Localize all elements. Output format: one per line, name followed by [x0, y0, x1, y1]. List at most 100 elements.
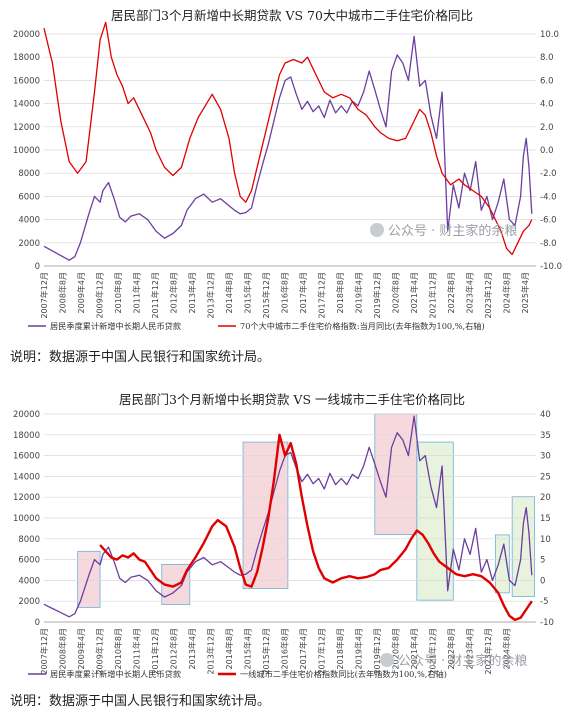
x-tick-label: 2012年8月 — [168, 272, 178, 313]
y-left-tick-label: 0 — [35, 618, 40, 628]
x-tick-label: 2015年4月 — [242, 272, 252, 313]
y-right-tick-label: 40 — [540, 410, 551, 420]
x-tick-label: 2021年12月 — [427, 628, 437, 675]
x-tick-label: 2007年12月 — [39, 628, 49, 675]
x-tick-label: 2016年8月 — [279, 272, 289, 313]
x-tick-label: 2011年12月 — [150, 272, 160, 319]
y-left-tick-label: 20000 — [13, 410, 40, 420]
chart-1-svg: 居民部门3个月新增中长期贷款 VS 70大中城市二手住宅价格同比 0 2000 400… — [13, 8, 562, 331]
legend-label-loan: 居民季度累计新增中长期人民币贷款 — [50, 669, 181, 679]
x-tick-label: 2018年8月 — [335, 628, 345, 669]
x-tick-label: 2023年4月 — [464, 272, 474, 313]
y-right-tick-label: -5 — [540, 597, 548, 607]
wechat-icon — [380, 653, 394, 667]
x-tick-label: 2025年4月 — [520, 272, 530, 313]
y-right-tick-label: -8.0 — [540, 239, 557, 249]
y-right-tick-label: 6.0 — [540, 76, 554, 86]
x-tick-label: 2022年8月 — [446, 628, 456, 669]
x-tick-label: 2014年8月 — [224, 628, 234, 669]
y-left-tick-label: 8000 — [18, 535, 40, 545]
x-tick-label: 2019年4月 — [353, 272, 363, 313]
y-right-tick-label: 10.0 — [540, 30, 559, 40]
y-right-tick-label: 5 — [540, 556, 545, 566]
x-tick-label: 2021年4月 — [409, 628, 419, 669]
y-right-tick-label: -10 — [540, 618, 554, 628]
x-tick-label: 2009年4月 — [76, 272, 86, 313]
x-tick-label: 2019年12月 — [372, 628, 382, 675]
x-tick-label: 2023年12月 — [483, 272, 493, 319]
source-note-2: 说明：数据源于中国人民银行和国家统计局。 — [10, 694, 271, 709]
x-tick-label: 2017年12月 — [316, 628, 326, 675]
x-tick-label: 2024年8月 — [501, 272, 511, 313]
x-tick-label: 2015年12月 — [261, 628, 271, 675]
x-tick-label: 2024年8月 — [501, 628, 511, 669]
highlight-span — [242, 441, 289, 589]
x-tick-label: 2010年8月 — [113, 628, 123, 669]
y-left-tick-label: 18000 — [13, 53, 40, 63]
y-left-tick-label: 16000 — [13, 76, 40, 86]
x-tick-label: 2015年12月 — [261, 272, 271, 319]
y-left-tick-label: 2000 — [18, 597, 40, 607]
x-tick-label: 2016年8月 — [279, 628, 289, 669]
y-right-tick-label: 4.0 — [540, 100, 554, 110]
y-right-tick-label: 20 — [540, 493, 551, 503]
y-left-tick-label: 6000 — [18, 556, 40, 566]
x-tick-label: 2007年12月 — [39, 272, 49, 319]
y-left-tick-label: 6000 — [18, 192, 40, 202]
y-right-tick-label: 15 — [540, 514, 551, 524]
x-tick-label: 2014年8月 — [224, 272, 234, 313]
x-tick-label: 2008年8月 — [57, 272, 67, 313]
loan-series-line — [43, 415, 533, 618]
x-tick-label: 2023年4月 — [464, 628, 474, 669]
y-right-tick-label: -4.0 — [540, 192, 557, 202]
y-right-tick-label: 25 — [540, 472, 551, 482]
chart-title: 居民部门3个月新增中长期贷款 VS 70大中城市二手住宅价格同比 — [111, 8, 473, 23]
y-right-tick-label: 30 — [540, 452, 551, 462]
chart-2: 居民部门3个月新增中长期贷款 VS 一线城市二手住宅价格同比 0 2000 4000 6… — [0, 388, 584, 688]
y-left-tick-label: 10000 — [13, 514, 40, 524]
highlight-span — [416, 441, 454, 601]
loan-series-line — [43, 35, 533, 261]
legend-label-loan: 居民季度累计新增中长期人民币贷款 — [50, 321, 181, 331]
chart-1: 居民部门3个月新增中长期贷款 VS 70大中城市二手住宅价格同比 0 2000 400… — [0, 0, 584, 340]
y-left-tick-label: 10000 — [13, 146, 40, 156]
watermark-text-1: 公众号 · 财主家的余粮 — [388, 224, 518, 239]
price-series-line — [99, 433, 533, 622]
y-left-tick-label: 18000 — [13, 431, 40, 441]
x-tick-label: 2013年12月 — [205, 628, 215, 675]
x-tick-label: 2008年8月 — [57, 628, 67, 669]
x-tick-label: 2018年8月 — [335, 272, 345, 313]
y-left-tick-label: 12000 — [13, 493, 40, 503]
x-tick-label: 2023年12月 — [483, 628, 493, 675]
y-left-tick-label: 0 — [35, 262, 40, 272]
highlight-span — [494, 534, 510, 594]
x-tick-label: 2011年4月 — [131, 272, 141, 313]
y-right-tick-label: 0.0 — [540, 146, 554, 156]
y-left-tick-label: 20000 — [13, 30, 40, 40]
watermark-text-2: 公众号 · 财主家的余粮 — [398, 654, 528, 669]
price-series-line — [43, 21, 533, 256]
x-tick-label: 2020年8月 — [390, 272, 400, 313]
x-tick-label: 2017年4月 — [298, 628, 308, 669]
x-tick-label: 2013年4月 — [187, 628, 197, 669]
x-tick-label: 2010年8月 — [113, 272, 123, 313]
x-tick-label: 2020年8月 — [390, 628, 400, 669]
x-tick-label: 2015年4月 — [242, 628, 252, 669]
wechat-icon — [370, 223, 384, 237]
y-left-tick-label: 2000 — [18, 239, 40, 249]
legend-label-price: 70个大中城市二手住宅价格指数:当月同比(去年指数为100,%,右轴) — [240, 321, 485, 331]
watermark-2: 公众号 · 财主家的余粮 — [380, 650, 527, 669]
y-right-tick-label: -6.0 — [540, 216, 557, 226]
x-tick-label: 2017年4月 — [298, 272, 308, 313]
legend-label-price: 一线城市二手住宅价格指数同比(去年指数为100,%,右轴) — [240, 669, 447, 679]
y-left-tick-label: 8000 — [18, 169, 40, 179]
y-right-tick-label: -2.0 — [540, 169, 557, 179]
source-note-1: 说明：数据源于中国人民银行和国家统计局。 — [10, 350, 271, 365]
x-tick-label: 2017年12月 — [316, 272, 326, 319]
y-right-tick-label: 0 — [540, 576, 545, 586]
x-tick-label: 2021年12月 — [427, 272, 437, 319]
x-tick-label: 2019年12月 — [372, 272, 382, 319]
chart-2-svg: 居民部门3个月新增中长期贷款 VS 一线城市二手住宅价格同比 0 2000 4000 6… — [13, 392, 554, 679]
y-left-tick-label: 14000 — [13, 100, 40, 110]
y-left-tick-label: 16000 — [13, 452, 40, 462]
